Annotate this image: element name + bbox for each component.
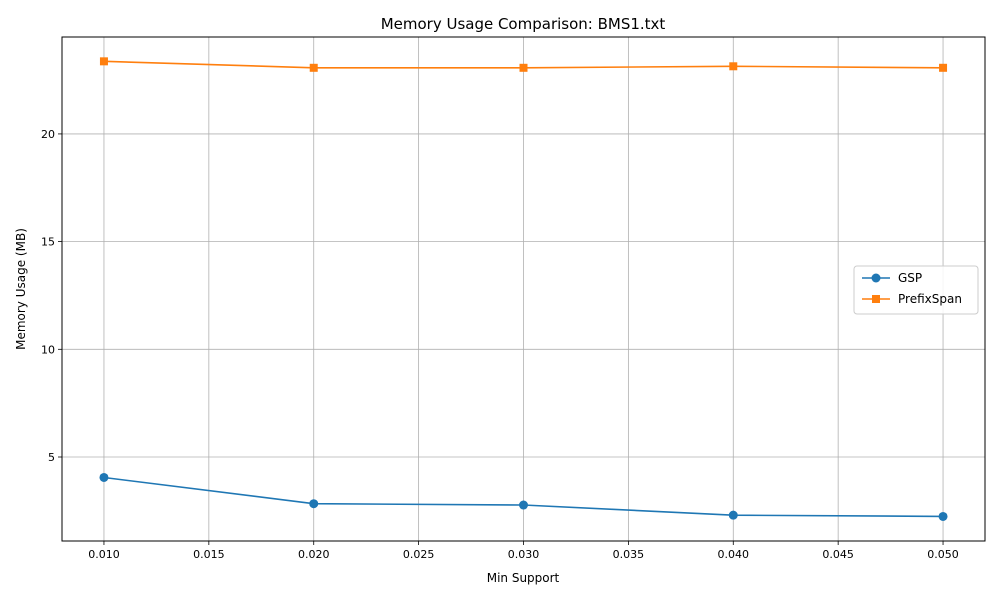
y-tick-label: 20 [41,128,55,141]
x-tick-label: 0.045 [822,548,854,561]
x-tick-label: 0.010 [88,548,120,561]
data-point-prefixspan [939,63,948,72]
series-gsp [99,472,948,521]
x-axis-label: Min Support [487,571,560,585]
x-axis-ticks: 0.010 0.015 0.020 0.025 0.030 0.035 0.040 0.045… [88,541,959,561]
series-prefixspan [99,57,948,72]
y-axis-label: Memory Usage (MB) [14,228,28,350]
data-point-gsp [309,499,319,509]
data-point-gsp [938,511,948,521]
data-point-prefixspan [309,63,318,72]
x-tick-label: 0.035 [613,548,645,561]
data-point-gsp [519,500,528,510]
y-axis-ticks: 5 10 15 20 [41,128,62,464]
x-tick-label: 0.025 [403,548,435,561]
legend-swatch-marker [871,273,881,283]
legend-swatch-marker [872,295,880,303]
x-tick-label: 0.040 [718,548,750,561]
data-point-prefixspan [99,57,108,66]
x-tick-label: 0.020 [298,548,330,561]
y-tick-label: 15 [41,236,55,249]
legend-entry-prefixspan: PrefixSpan [862,292,962,306]
legend-entry-gsp: GSP [862,271,922,285]
data-point-prefixspan [729,62,738,71]
data-point-gsp [99,472,109,482]
data-point-gsp [728,510,738,520]
legend: GSP PrefixSpan [853,265,979,315]
x-tick-label: 0.015 [193,548,225,561]
data-point-prefixspan [519,63,528,72]
grid-lines [62,37,985,541]
x-tick-label: 0.030 [508,548,540,561]
y-tick-label: 10 [41,343,55,356]
y-tick-label: 5 [48,451,55,464]
legend-label: GSP [898,271,922,285]
chart-title: Memory Usage Comparison: BMS1.txt [381,15,666,33]
x-tick-label: 0.050 [927,548,959,561]
legend-label: PrefixSpan [898,292,962,306]
series-layer [99,57,948,521]
